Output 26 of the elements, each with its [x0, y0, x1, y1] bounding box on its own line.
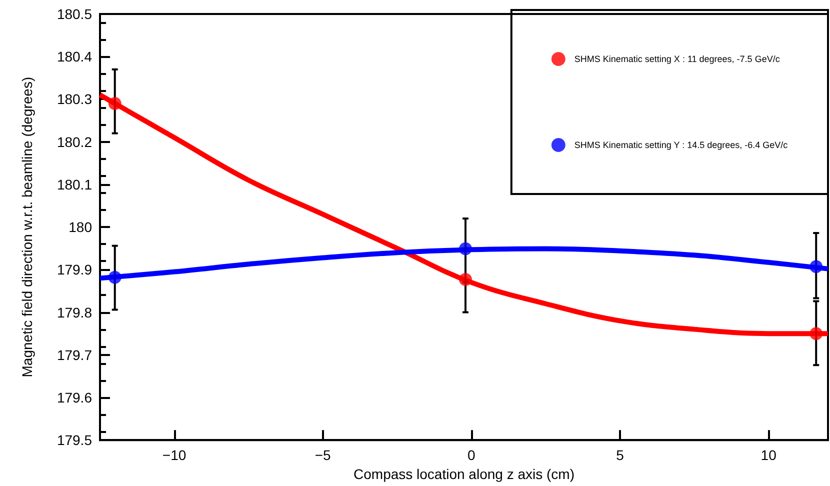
point	[459, 242, 472, 256]
legend-label: SHMS Kinematic setting X : 11 degrees, -7.5 GeV/c	[574, 54, 780, 64]
y-tick-label: 179.7	[56, 346, 92, 363]
point	[459, 272, 472, 286]
y-tick-label: 179.8	[56, 304, 92, 320]
y-tick-label: 180.4	[56, 48, 92, 65]
y-tick-label: 180.3	[56, 91, 92, 108]
y-tick-label: 180.1	[56, 176, 92, 192]
y-tick-label: 180.5	[56, 6, 92, 22]
y-tick-label: 179.5	[56, 432, 92, 448]
x-tick-label: −10	[162, 447, 186, 464]
x-tick-label: −5	[314, 447, 332, 464]
point	[108, 270, 122, 284]
y-tick-label: 179.9	[56, 262, 92, 278]
y-tick-label: 180.2	[56, 134, 92, 150]
point	[810, 327, 823, 340]
y-tick-label: 180	[68, 219, 92, 236]
point	[108, 96, 122, 110]
y-axis-title: Magnetic field direction w.r.t. beamline (degrees)	[19, 76, 35, 378]
point	[810, 260, 823, 274]
x-axis-title: Compass location along z axis (cm)	[354, 466, 574, 482]
legend-label: SHMS Kinematic setting Y : 14.5 degrees, -6.4 GeV/c	[574, 140, 788, 150]
y-tick-label: 179.6	[56, 389, 92, 406]
x-tick-label: 5	[616, 447, 624, 464]
x-tick-label: 0	[468, 447, 476, 464]
x-tick-label: 10	[760, 447, 777, 464]
